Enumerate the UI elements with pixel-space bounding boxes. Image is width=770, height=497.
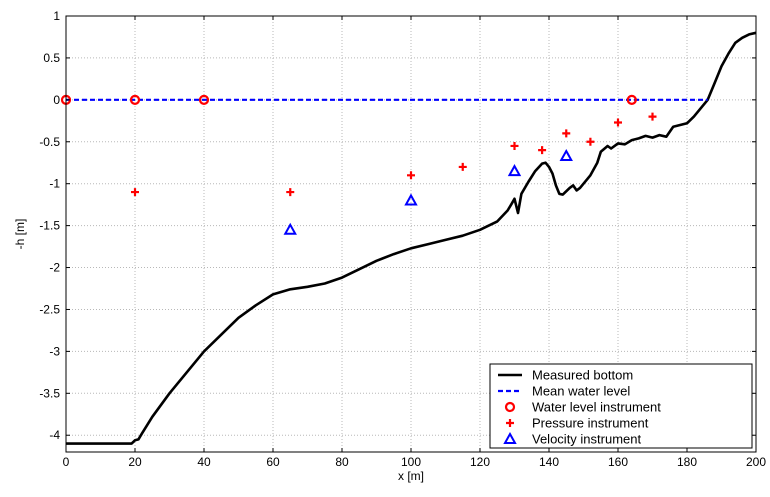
y-tick-label: 0.5: [43, 51, 60, 65]
y-tick-label: 0: [53, 93, 60, 107]
y-tick-label: -0.5: [39, 135, 60, 149]
x-tick-label: 40: [197, 455, 211, 469]
pressure-point: [614, 118, 622, 127]
legend-swatch: [504, 401, 516, 413]
velocity-point: [559, 148, 573, 162]
velocity-point: [283, 222, 297, 235]
legend-swatch: [503, 431, 517, 444]
x-tick-label: 200: [746, 455, 766, 469]
water-level-point: [198, 94, 210, 105]
x-tick-label: 60: [266, 455, 280, 469]
pressure-point: [286, 188, 295, 197]
pressure-point: [131, 188, 139, 197]
pressure-point: [586, 137, 595, 146]
legend-label: Pressure instrument: [532, 416, 649, 431]
x-axis-label: x [m]: [398, 469, 424, 483]
y-axis-label: -h [m]: [13, 219, 27, 250]
x-tick-label: 120: [470, 455, 490, 469]
y-tick-label: -1.5: [39, 219, 60, 233]
legend-item: Measured bottom: [498, 368, 633, 383]
y-tick-label: -2.5: [39, 302, 60, 316]
water-level-point: [129, 94, 141, 105]
water-level-point: [626, 94, 637, 105]
velocity-point: [404, 193, 418, 206]
x-tick-label: 140: [539, 455, 559, 469]
x-tick-label: 80: [335, 455, 349, 469]
legend-swatch: [506, 419, 514, 427]
pressure-point: [407, 171, 415, 180]
y-tick-label: -1: [49, 177, 60, 191]
x-tick-label: 180: [677, 455, 697, 469]
y-tick-label: 1: [53, 9, 60, 23]
y-tick-label: -3: [49, 344, 60, 358]
pressure-point: [458, 162, 467, 171]
pressure-point: [562, 129, 571, 138]
measured-bottom-line: [66, 31, 757, 445]
pressure-point: [538, 146, 547, 155]
legend-item: Pressure instrument: [506, 416, 649, 431]
legend-item: Velocity instrument: [503, 431, 641, 447]
legend-item: Mean water level: [498, 384, 630, 399]
x-tick-label: 160: [608, 455, 628, 469]
plot-area: [60, 31, 757, 445]
y-tick-label: -2: [49, 261, 60, 275]
legend-label: Velocity instrument: [532, 432, 641, 447]
x-tick-label: 0: [63, 455, 70, 469]
y-tick-label: -4: [49, 428, 60, 442]
axis-ticks: 0 20 40 60 80 100 120 140 160 180 200 1 0.5 0 -0.5 -1 -1…: [39, 9, 766, 469]
legend-label: Mean water level: [532, 384, 630, 399]
velocity-point: [507, 164, 522, 177]
y-tick-label: -3.5: [39, 386, 60, 400]
pressure-point: [510, 141, 519, 150]
pressure-point: [648, 112, 657, 121]
x-tick-label: 20: [128, 455, 142, 469]
x-tick-label: 100: [401, 455, 421, 469]
legend-box: [489, 363, 753, 449]
legend-item: Water level instrument: [504, 400, 661, 415]
legend-label: Water level instrument: [532, 400, 661, 415]
legend-label: Measured bottom: [532, 368, 633, 383]
